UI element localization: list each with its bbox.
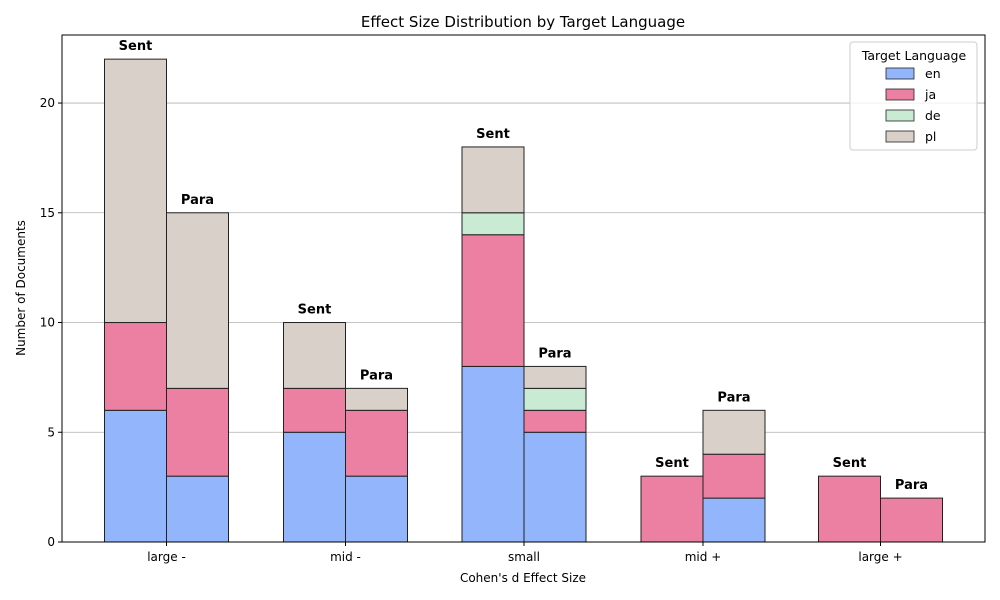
legend: Target Language en ja de pl — [849, 41, 978, 151]
x-tick-label: small — [508, 550, 540, 564]
bar-segment-en — [461, 365, 525, 543]
legend-label-ja: ja — [924, 87, 936, 102]
bar-segment-ja — [523, 409, 587, 433]
legend-label-pl: pl — [925, 129, 936, 144]
x-tick-label: large - — [147, 550, 186, 564]
bar-group-label: Para — [717, 390, 750, 405]
y-tick-label: 5 — [47, 425, 55, 439]
bar-segment-en — [702, 497, 766, 543]
bar-segment-en — [523, 431, 587, 543]
bar-segment-ja — [640, 475, 704, 543]
bar-segment-pl — [702, 409, 766, 455]
bar-group-label: Sent — [298, 303, 332, 318]
bar-group-label: Sent — [655, 456, 689, 471]
bar-segment-ja — [818, 475, 881, 543]
x-tick-label: mid + — [685, 550, 722, 564]
legend-swatch-en — [885, 67, 915, 80]
bar-segment-en — [104, 409, 167, 543]
legend-items: en ja de pl — [885, 66, 941, 144]
bar-segment-de — [523, 387, 587, 411]
bar-segment-ja — [461, 234, 525, 367]
y-axis-ticks: 0 5 10 15 20 — [40, 96, 62, 549]
bar-group-labels: Sent Para Sent Para Sent Para Sent Para Sent Para — [119, 39, 928, 493]
legend-label-en: en — [925, 66, 941, 81]
y-tick-label: 20 — [40, 96, 55, 110]
bar-segment-ja — [104, 322, 167, 411]
bar-segment-en — [166, 475, 229, 543]
y-tick-label: 10 — [40, 316, 55, 330]
bar-segment-pl — [461, 146, 525, 214]
bar-segment-ja — [283, 387, 346, 433]
bar-group-label: Para — [895, 478, 928, 493]
bar-segment-pl — [166, 212, 229, 389]
legend-swatch-ja — [885, 88, 915, 101]
bar-segment-en — [345, 475, 408, 543]
bar-segment-ja — [702, 453, 766, 499]
x-tick-label: large + — [858, 550, 902, 564]
bar-segment-pl — [104, 58, 167, 324]
y-axis-label: Number of Documents — [14, 220, 28, 356]
bar-group-label: Sent — [119, 39, 153, 54]
bar-segment-en — [283, 431, 346, 543]
bar-group-label: Para — [538, 346, 571, 361]
legend-title: Target Language — [861, 48, 967, 63]
bar-segment-pl — [345, 387, 408, 411]
legend-label-de: de — [925, 108, 941, 123]
bars — [104, 58, 943, 543]
bar-group-label: Sent — [833, 456, 867, 471]
bar-segment-ja — [345, 409, 408, 477]
legend-swatch-de — [885, 109, 915, 122]
x-axis-ticks: large - mid - small mid + large + — [147, 542, 903, 564]
y-tick-label: 15 — [40, 206, 55, 220]
legend-swatch-pl — [885, 130, 915, 143]
bar-group-label: Sent — [476, 127, 510, 142]
bar-segment-pl — [523, 365, 587, 389]
bar-segment-ja — [880, 497, 943, 543]
x-tick-label: mid - — [330, 550, 361, 564]
bar-group-label: Para — [360, 368, 393, 383]
bar-segment-pl — [283, 322, 346, 389]
bar-group-label: Para — [181, 193, 214, 208]
x-axis-label: Cohen's d Effect Size — [460, 571, 586, 585]
y-tick-label: 0 — [47, 535, 55, 549]
chart-title: Effect Size Distribution by Target Langu… — [361, 13, 685, 31]
bar-segment-ja — [166, 387, 229, 477]
bar-segment-de — [461, 212, 525, 236]
